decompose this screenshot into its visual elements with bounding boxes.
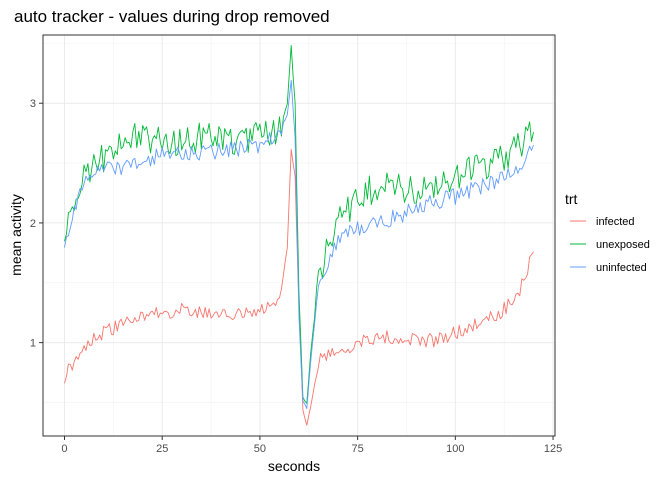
y-axis-title: mean activity	[8, 194, 24, 276]
y-tick-label: 3	[30, 98, 36, 110]
x-tick-label: 50	[254, 443, 266, 455]
chart-title: auto tracker - values during drop remove…	[14, 7, 330, 26]
legend-label-uninfected: uninfected	[596, 262, 647, 274]
legend-title: trt	[565, 191, 578, 207]
y-tick-label: 1	[30, 338, 36, 350]
legend: trt infected unexposed uninfected	[565, 191, 650, 274]
legend-label-infected: infected	[596, 216, 635, 228]
plot-panel	[42, 34, 556, 437]
x-tick-label: 100	[446, 443, 464, 455]
x-axis: 0 25 50 75 100 125	[61, 436, 562, 455]
x-axis-title: seconds	[268, 458, 320, 474]
x-tick-label: 25	[156, 443, 168, 455]
y-axis: 1 2 3	[30, 98, 43, 350]
series-line-uninfected	[64, 79, 534, 409]
legend-label-unexposed: unexposed	[596, 239, 650, 251]
x-tick-label: 125	[544, 443, 562, 455]
plot-border	[42, 34, 556, 437]
x-tick-label: 0	[61, 443, 67, 455]
x-tick-label: 75	[352, 443, 364, 455]
series-line-unexposed	[64, 44, 534, 404]
plot-background	[43, 35, 555, 436]
y-tick-label: 2	[30, 218, 36, 230]
